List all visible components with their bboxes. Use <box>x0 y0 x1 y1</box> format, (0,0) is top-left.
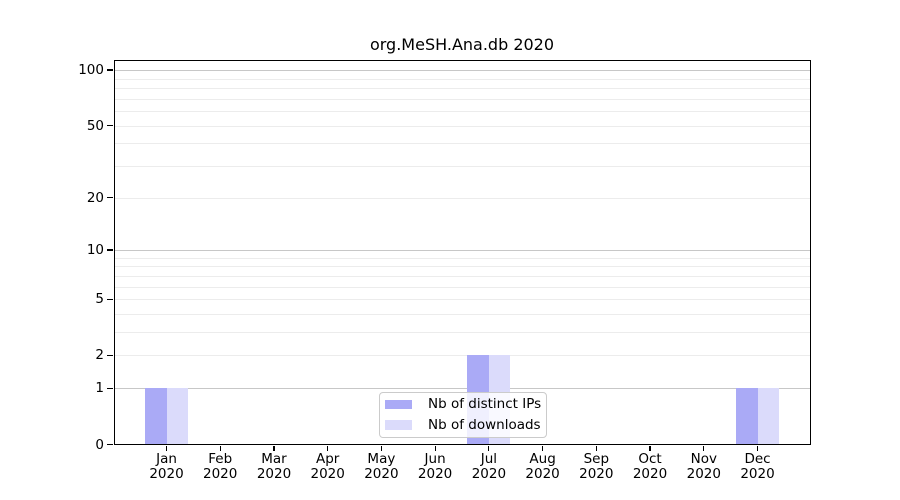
y-tick-2 <box>107 354 113 356</box>
gridline-y-50 <box>113 125 811 127</box>
gridline-y-7 <box>113 275 811 277</box>
x-tick-label-nov: Nov 2020 <box>686 451 721 482</box>
bar-distinct-ips-dec <box>736 388 758 445</box>
x-tick-label-aug: Aug 2020 <box>525 451 560 482</box>
y-tick-10 <box>107 249 113 251</box>
y-tick-label-5: 5 <box>95 291 104 308</box>
gridline-y-6 <box>113 286 811 288</box>
plot-area <box>113 59 811 445</box>
y-tick-1 <box>107 387 113 389</box>
gridline-y-1 <box>113 388 811 390</box>
x-tick-label-apr: Apr 2020 <box>310 451 345 482</box>
y-tick-label-1: 1 <box>95 380 104 397</box>
gridline-y-3 <box>113 332 811 333</box>
gridline-y-70 <box>113 98 811 100</box>
legend-item-distinct-ips: Nb of distinct IPs <box>380 394 546 415</box>
x-tick-label-oct: Oct 2020 <box>632 451 668 482</box>
x-tick-nov <box>703 446 705 451</box>
x-tick-label-dec: Dec 2020 <box>740 451 775 482</box>
gridline-y-10 <box>113 249 811 251</box>
chart-title: org.MeSH.Ana.db 2020 <box>369 35 555 54</box>
gridline-y-100 <box>113 70 811 71</box>
x-tick-jan <box>165 446 168 451</box>
x-tick-may <box>380 446 383 451</box>
x-tick-feb <box>219 446 221 451</box>
x-tick-label-mar: Mar 2020 <box>256 451 292 482</box>
y-tick-label-10: 10 <box>86 241 104 258</box>
bar-downloads-jan <box>166 388 188 445</box>
x-tick-label-may: May 2020 <box>364 451 399 482</box>
x-tick-label-feb: Feb 2020 <box>203 451 238 482</box>
x-tick-apr <box>327 446 329 451</box>
y-tick-label-20: 20 <box>86 189 104 206</box>
bar-distinct-ips-jan <box>145 388 167 445</box>
bar-downloads-dec <box>757 388 779 445</box>
gridline-y-30 <box>113 165 811 167</box>
legend-label-downloads: Nb of downloads <box>428 416 541 433</box>
legend-label-distinct-ips: Nb of distinct IPs <box>428 396 542 413</box>
gridline-y-40 <box>113 143 811 145</box>
x-tick-jul <box>488 446 490 451</box>
y-tick-50 <box>107 124 113 127</box>
legend-item-downloads: Nb of downloads <box>380 415 546 436</box>
x-tick-label-sep: Sep 2020 <box>579 451 614 482</box>
y-tick-0 <box>107 443 113 446</box>
y-tick-label-100: 100 <box>78 62 104 78</box>
x-tick-mar <box>273 446 275 451</box>
y-tick-20 <box>107 196 113 199</box>
x-tick-label-jul: Jul 2020 <box>471 451 507 482</box>
gridline-y-90 <box>113 78 811 80</box>
y-tick-label-2: 2 <box>95 347 104 364</box>
legend-swatch-downloads <box>385 420 412 430</box>
legend: Nb of distinct IPs Nb of downloads <box>379 391 547 438</box>
gridline-y-2 <box>113 355 811 357</box>
legend-swatch-distinct-ips <box>385 399 412 409</box>
y-tick-label-0: 0 <box>95 436 104 453</box>
gridline-y-8 <box>113 266 811 268</box>
gridline-y-4 <box>113 313 811 315</box>
x-tick-oct <box>649 446 651 451</box>
y-tick-label-50: 50 <box>86 117 104 134</box>
plot-border <box>113 59 811 445</box>
x-tick-jun <box>434 446 436 451</box>
gridline-y-20 <box>113 197 811 199</box>
gridline-y-60 <box>113 110 811 112</box>
gridline-y-9 <box>113 257 811 259</box>
y-tick-100 <box>107 69 113 71</box>
x-tick-label-jun: Jun 2020 <box>417 451 453 482</box>
gridline-y-80 <box>113 87 811 89</box>
y-tick-5 <box>107 298 113 300</box>
x-tick-label-jan: Jan 2020 <box>149 451 184 482</box>
x-tick-sep <box>595 446 597 451</box>
x-tick-aug <box>541 446 544 451</box>
gridline-y-5 <box>113 299 811 301</box>
x-tick-dec <box>756 446 759 451</box>
